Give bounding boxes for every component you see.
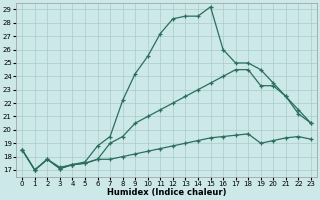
X-axis label: Humidex (Indice chaleur): Humidex (Indice chaleur) xyxy=(107,188,226,197)
